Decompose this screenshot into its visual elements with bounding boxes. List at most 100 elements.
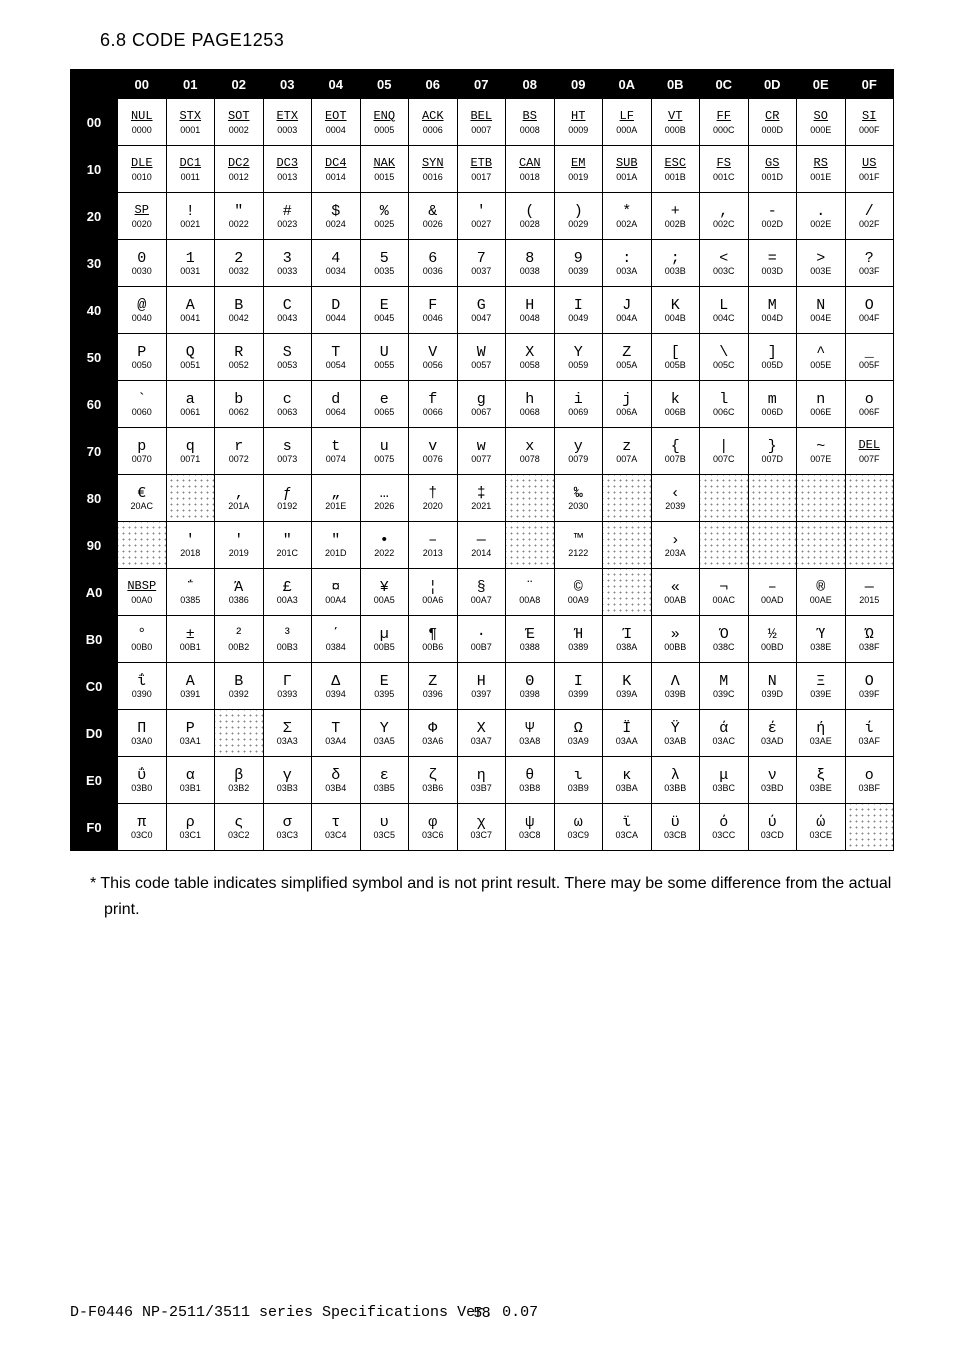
unicode-label: 2018 [167, 549, 215, 562]
code-cell: <003C [700, 240, 749, 287]
code-cell: ETX0003 [263, 99, 312, 146]
unicode-label: 0064 [312, 408, 360, 421]
unicode-label: 00A4 [312, 596, 360, 609]
code-cell: ΄0384 [312, 616, 361, 663]
glyph: € [118, 482, 166, 502]
glyph: § [458, 576, 506, 596]
unicode-label: 0192 [264, 502, 312, 515]
glyph: υ [361, 811, 409, 831]
glyph: ϋ [652, 811, 700, 831]
glyph: 1 [167, 247, 215, 267]
unicode-label: 001E [797, 173, 845, 186]
unicode-label: 03C8 [506, 831, 554, 844]
code-cell [118, 522, 167, 569]
unicode-label: 0397 [458, 690, 506, 703]
glyph: ά [700, 717, 748, 737]
glyph: O [846, 294, 894, 314]
code-cell: ύ03CD [748, 804, 797, 851]
unicode-label: 0395 [361, 690, 409, 703]
code-cell: Y0059 [554, 334, 603, 381]
unicode-label: 0035 [361, 267, 409, 280]
unicode-label: 0059 [555, 361, 603, 374]
glyph: ‡ [458, 482, 506, 502]
code-cell: 10031 [166, 240, 215, 287]
code-cell: ϋ03CB [651, 804, 700, 851]
glyph: w [458, 435, 506, 455]
code-cell: ƒ0192 [263, 475, 312, 522]
code-cell: C0043 [263, 287, 312, 334]
code-cell: [005B [651, 334, 700, 381]
unicode-label: 0043 [264, 314, 312, 327]
glyph: ° [118, 623, 166, 643]
code-cell: ά03AC [700, 710, 749, 757]
code-cell: Π03A0 [118, 710, 167, 757]
glyph: p [118, 435, 166, 455]
code-cell: D0044 [312, 287, 361, 334]
glyph: { [652, 435, 700, 455]
code-cell: NAK0015 [360, 146, 409, 193]
glyph: ® [797, 576, 845, 596]
col-header: 0D [748, 70, 797, 99]
glyph: " [312, 529, 360, 549]
code-cell: RS001E [797, 146, 846, 193]
code-cell: k006B [651, 381, 700, 428]
code-cell: Z005A [603, 334, 652, 381]
glyph: ƒ [264, 482, 312, 502]
unicode-label: 0384 [312, 643, 360, 656]
code-cell: &0026 [409, 193, 458, 240]
glyph: ± [167, 623, 215, 643]
code-cell: χ03C7 [457, 804, 506, 851]
code-cell: Ζ0396 [409, 663, 458, 710]
code-cell: BEL0007 [457, 99, 506, 146]
unicode-label: 2020 [409, 502, 457, 515]
unicode-label: 03B6 [409, 784, 457, 797]
glyph: Κ [603, 670, 651, 690]
glyph: ύ [749, 811, 797, 831]
code-cell: ½00BD [748, 616, 797, 663]
table-corner [71, 70, 118, 99]
glyph: G [458, 294, 506, 314]
glyph: < [700, 247, 748, 267]
unicode-label: 0046 [409, 314, 457, 327]
code-cell: z007A [603, 428, 652, 475]
glyph: 4 [312, 247, 360, 267]
col-header: 09 [554, 70, 603, 99]
code-cell: p0070 [118, 428, 167, 475]
unicode-label: 0022 [215, 220, 263, 233]
code-cell: Ί038A [603, 616, 652, 663]
glyph: ' [215, 529, 263, 549]
code-cell: .002E [797, 193, 846, 240]
unicode-label: 0068 [506, 408, 554, 421]
col-header: 08 [506, 70, 555, 99]
glyph: SOT [215, 106, 263, 126]
code-cell: DLE0010 [118, 146, 167, 193]
unicode-label: 00AB [652, 596, 700, 609]
unicode-label: 03BD [749, 784, 797, 797]
code-cell [845, 804, 894, 851]
code-cell: o006F [845, 381, 894, 428]
code-cell: ω03C9 [554, 804, 603, 851]
unicode-label: 005A [603, 361, 651, 374]
code-cell: h0068 [506, 381, 555, 428]
unicode-label: 004E [797, 314, 845, 327]
unicode-label: 004F [846, 314, 894, 327]
glyph: > [797, 247, 845, 267]
code-cell: ς03C2 [215, 804, 264, 851]
unicode-label: 0044 [312, 314, 360, 327]
glyph: I [555, 294, 603, 314]
glyph: @ [118, 294, 166, 314]
unicode-label: 0012 [215, 173, 263, 186]
code-cell: ρ03C1 [166, 804, 215, 851]
glyph: " [264, 529, 312, 549]
code-cell: ETB0017 [457, 146, 506, 193]
glyph: CAN [506, 153, 554, 173]
glyph: • [361, 529, 409, 549]
code-cell: B0042 [215, 287, 264, 334]
glyph: ? [846, 247, 894, 267]
unicode-label: 03C4 [312, 831, 360, 844]
code-cell [748, 522, 797, 569]
unicode-label: 003E [797, 267, 845, 280]
unicode-label: 0061 [167, 408, 215, 421]
code-cell: Ο039F [845, 663, 894, 710]
glyph: DC3 [264, 153, 312, 173]
